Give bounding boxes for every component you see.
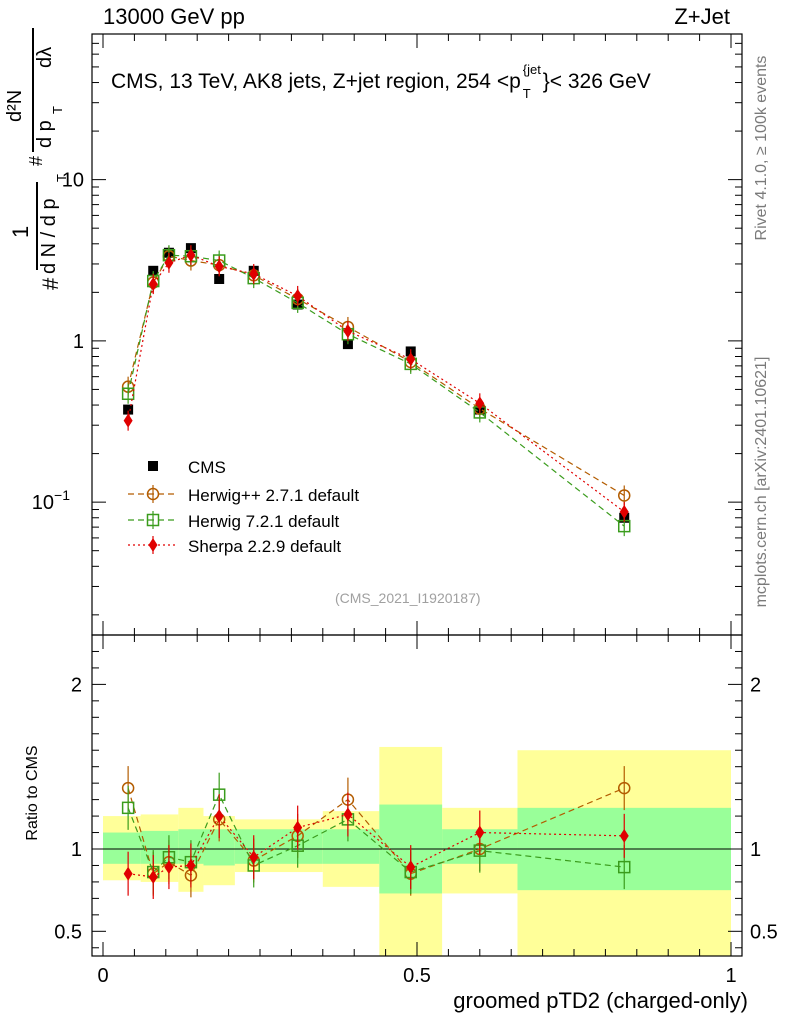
legend-sherpa-2-2-9-default-label: Sherpa 2.2.9 default (188, 537, 341, 556)
legend-herwig-7-2-1-default-marker (146, 513, 160, 527)
rivet-version-label: Rivet 4.1.0, ≥ 100k events (753, 55, 770, 241)
mcplots-reference-label: mcplots.cern.ch [arXiv:2401.10621] (753, 356, 770, 608)
cms-point (214, 273, 225, 284)
legend-herwig-2-7-1-default-marker (146, 487, 160, 501)
plot-title-suffix: }< 326 GeV (542, 70, 651, 93)
sherpa-2-2-9-default-point (164, 255, 174, 270)
analysis-watermark: (CMS_2021_I1920187) (335, 590, 481, 606)
ratio-band-inner (103, 832, 141, 864)
ratio-sherpa-2-2-9-default-point (123, 866, 133, 881)
herwig-2-7-1-default-point (617, 489, 631, 502)
sherpa-2-2-9-default-line (127, 254, 625, 513)
ratio-sherpa-2-2-9-default-point (406, 860, 416, 875)
ratio-sherpa-2-2-9-default-point (164, 860, 174, 875)
legend-cms-marker (148, 461, 158, 471)
x-axis-label: groomed pTD2 (charged-only) (453, 988, 748, 1013)
legend-herwig-2-7-1-default-label: Herwig++ 2.7.1 default (188, 486, 359, 505)
y-label-dlambda: dλ (34, 46, 56, 68)
ratio-herwig-7-2-1-default-point (617, 860, 631, 874)
plot-title-sub: T (522, 86, 531, 101)
ratio-band-inner (322, 829, 380, 864)
main-y-tick-label-exponent: −1 (54, 487, 70, 503)
sherpa-2-2-9-default-point (293, 288, 303, 303)
ratio-y-tick-label-right: 2 (750, 674, 761, 696)
sherpa-2-2-9-default-point (249, 266, 259, 281)
x-tick-label: 0.5 (403, 965, 431, 987)
ratio-sherpa-2-2-9-default-point (148, 869, 158, 884)
main-y-tick-label: 10−1 (32, 487, 70, 514)
sherpa-2-2-9-default-point (186, 248, 196, 263)
ratio-sherpa-2-2-9-default-point (249, 850, 259, 865)
header-process-label: Z+Jet (674, 4, 730, 29)
y-label-d2n: d²N (4, 89, 26, 122)
plot-title: CMS, 13 TeV, AK8 jets, Z+jet region, 254… (111, 62, 651, 101)
ratio-sherpa-2-2-9-default-point (343, 807, 353, 822)
ratio-y-tick-label-right: 0.5 (750, 921, 778, 943)
herwig-7-2-1-default-point (121, 387, 135, 401)
sherpa-2-2-9-default-point (619, 504, 629, 519)
ratio-y-axis-label: Ratio to CMS (24, 745, 41, 841)
y-label-dpt: d p (34, 120, 56, 148)
legend-herwig-7-2-1-default-label: Herwig 7.2.1 default (188, 512, 339, 531)
ratio-y-tick-label: 0.5 (54, 921, 82, 943)
ratio-herwig-7-2-1-default-point (121, 801, 135, 815)
sherpa-2-2-9-default-point (214, 259, 224, 274)
ratio-herwig-2-7-1-default-point (617, 781, 631, 795)
y-label-dn-sub: T (54, 174, 69, 182)
ratio-sherpa-2-2-9-default-point (475, 825, 485, 840)
y-label-dpt-sub: T (50, 106, 65, 114)
sherpa-2-2-9-default-point (148, 277, 158, 292)
y-label-hash-mid: # (26, 155, 46, 166)
ratio-y-tick-label: 2 (71, 674, 82, 696)
sherpa-2-2-9-default-point (123, 413, 133, 428)
ratio-sherpa-2-2-9-default-point (619, 828, 629, 843)
cms-point (148, 265, 159, 276)
ratio-sherpa-2-2-9-default-point (293, 820, 303, 835)
plot-title-sup: {jet (522, 62, 541, 77)
x-tick-label: 0 (97, 965, 108, 987)
legend-sherpa-2-2-9-default-marker (148, 538, 158, 552)
ratio-y-tick-label-right: 1 (750, 839, 761, 861)
y-label-dn-dpt: d N / d p (38, 198, 60, 274)
sherpa-2-2-9-default-point (406, 352, 416, 367)
legend-cms-label: CMS (188, 458, 226, 477)
ratio-y-tick-label: 1 (71, 839, 82, 861)
y-label-hash-left: # (38, 277, 63, 290)
plot-title-prefix: CMS, 13 TeV, AK8 jets, Z+jet region, 254… (111, 70, 521, 93)
ratio-sherpa-2-2-9-default-point (214, 809, 224, 824)
cms-point (123, 404, 134, 415)
sherpa-2-2-9-default-point (343, 324, 353, 339)
main-y-tick-label: 1 (73, 331, 84, 353)
sherpa-2-2-9-default-point (475, 396, 485, 411)
y-label-one: 1 (8, 225, 33, 238)
main-y-tick-label: 10 (62, 170, 84, 192)
ratio-sherpa-2-2-9-default-point (186, 858, 196, 873)
y-axis-label: # 1 d N / d p T # d²N d p T dλ (4, 20, 94, 290)
x-tick-label: 1 (725, 965, 736, 987)
header-energy-label: 13000 GeV pp (103, 4, 245, 29)
